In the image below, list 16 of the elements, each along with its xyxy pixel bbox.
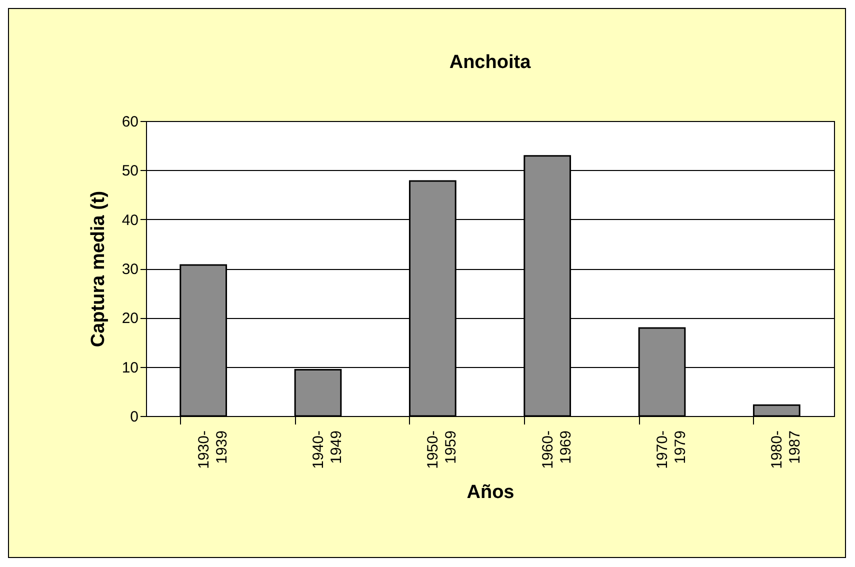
x-tick-label: 1930- 1939 (195, 430, 230, 469)
y-tick-label: 50 (122, 162, 138, 180)
y-tick-label: 0 (130, 408, 138, 426)
chart-title: Anchoita (449, 52, 532, 73)
y-tick-label: 40 (122, 212, 138, 229)
y-tick-label: 20 (122, 310, 138, 328)
x-tick-label: 1970- 1979 (654, 430, 689, 469)
x-axis-title: Años (466, 482, 514, 503)
x-tick-label: 1950- 1959 (424, 430, 460, 469)
y-tick-label: 60 (122, 114, 138, 130)
x-tick-label: 1940- 1949 (310, 430, 345, 469)
y-tick-label: 10 (122, 359, 138, 376)
x-tick-label: 1960- 1969 (539, 430, 574, 469)
x-tick-label: 1980- 1987 (768, 430, 804, 469)
y-tick-label: 30 (122, 261, 138, 278)
y-axis-title: Captura media (t) (88, 190, 109, 348)
